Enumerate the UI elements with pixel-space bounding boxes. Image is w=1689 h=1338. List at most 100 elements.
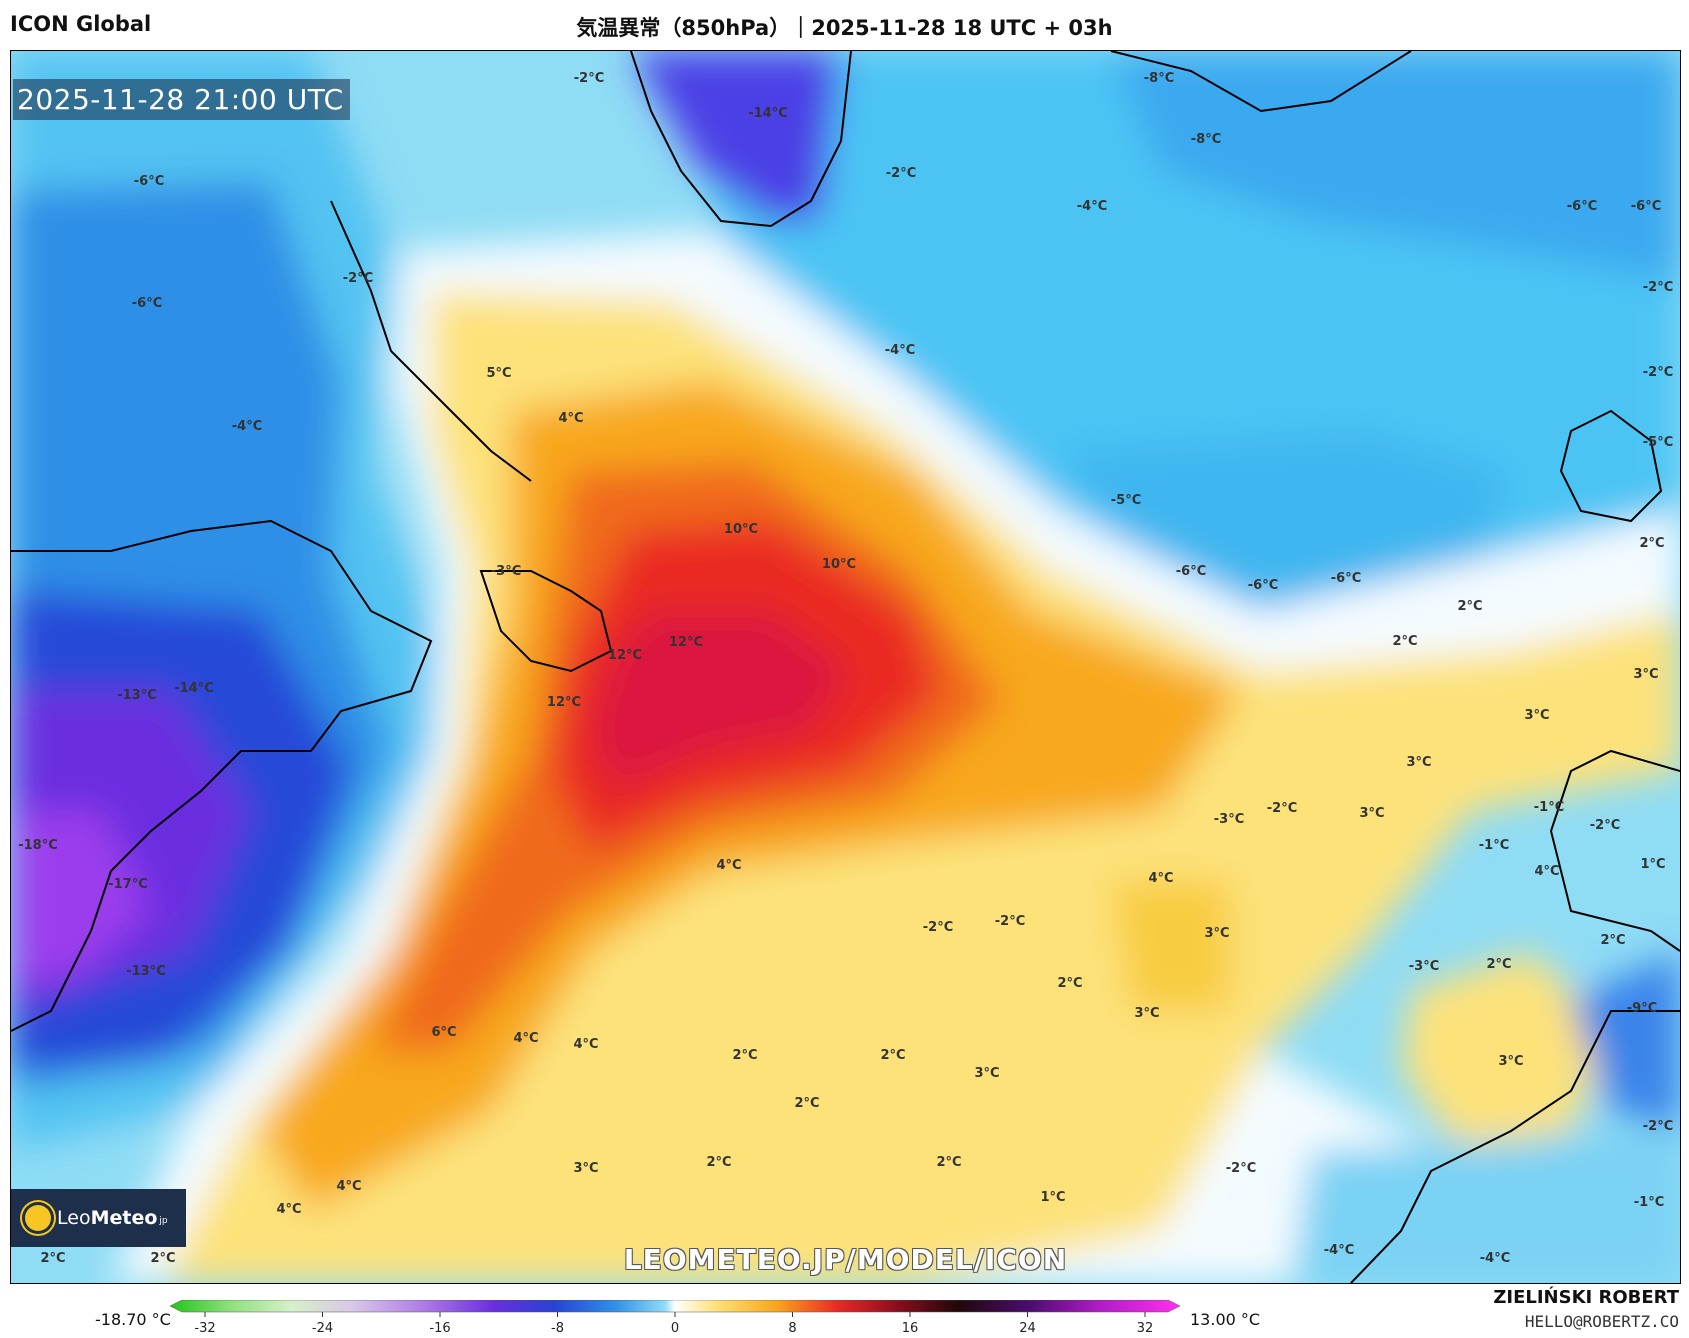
contour-label: 2°C: [936, 1155, 961, 1170]
model-name: ICON Global: [10, 12, 152, 36]
contour-label: -2°C: [1643, 280, 1673, 295]
contour-label: -13°C: [117, 688, 157, 703]
logo-text-light: Leo: [57, 1207, 91, 1229]
contour-label: -2°C: [1267, 801, 1297, 816]
colorbar-gradient: [170, 1300, 1181, 1313]
logo-text-bold: Meteo: [90, 1207, 158, 1229]
leometeo-logo: Leo Meteo jp: [11, 1189, 186, 1247]
contour-label: -6°C: [1176, 564, 1206, 579]
contour-label: 2°C: [880, 1048, 905, 1063]
contour-label: -2°C: [923, 920, 953, 935]
contour-label: -2°C: [995, 914, 1025, 929]
contour-label: -1°C: [1479, 838, 1509, 853]
contour-label: 1°C: [1040, 1190, 1065, 1205]
contour-label: -6°C: [1567, 199, 1597, 214]
contour-label: -4°C: [885, 343, 915, 358]
contour-label: -6°C: [1631, 199, 1661, 214]
contour-label: -4°C: [1077, 199, 1107, 214]
contour-label: -3°C: [1409, 959, 1439, 974]
contour-label: -6°C: [1248, 578, 1278, 593]
author-email: HELLO@ROBERTZ.CO: [1524, 1312, 1679, 1331]
contour-label: 2°C: [1392, 634, 1417, 649]
contour-label: 2°C: [1457, 599, 1482, 614]
contour-label: 2°C: [40, 1251, 65, 1266]
contour-label: -1°C: [1534, 800, 1564, 815]
colorbar: -32 -24 -16 -8 0 8 16 24 32: [170, 1300, 1181, 1336]
sun-icon: [25, 1205, 51, 1231]
contour-label: 12°C: [547, 695, 581, 710]
colorbar-tick-label: 16: [902, 1321, 919, 1336]
contour-label: 2°C: [794, 1096, 819, 1111]
contour-label: -8°C: [1191, 132, 1221, 147]
contour-label: 4°C: [276, 1202, 301, 1217]
contour-label: 5°C: [486, 366, 511, 381]
colorbar-max-label: 13.00 °C: [1190, 1310, 1261, 1329]
coastlines: [11, 51, 1680, 1283]
contour-label: 12°C: [608, 648, 642, 663]
temperature-anomaly-map: -2°C -14°C -8°C -8°C -2°C -4°C -6°C -6°C -6°C -6°…: [10, 50, 1681, 1284]
contour-label: -2°C: [1226, 1161, 1256, 1176]
colorbar-tick-label: 8: [788, 1321, 796, 1336]
contour-label: -2°C: [886, 166, 916, 181]
colorbar-ticks: -32 -24 -16 -8 0 8 16 24 32: [194, 1312, 1153, 1336]
contour-label: -2°C: [1643, 365, 1673, 380]
contour-label: -18°C: [18, 838, 58, 853]
contour-label: -2°C: [343, 271, 373, 286]
contour-label: 4°C: [513, 1031, 538, 1046]
contour-label: 2°C: [706, 1155, 731, 1170]
contour-label: 3°C: [1498, 1054, 1523, 1069]
contour-label: -4°C: [232, 419, 262, 434]
contour-label: 3°C: [1633, 667, 1658, 682]
site-watermark: LEOMETEO.JP/MODEL/ICON: [623, 1243, 1068, 1276]
contour-label: -1°C: [1634, 1195, 1664, 1210]
contour-label: 3°C: [1134, 1006, 1159, 1021]
map-canvas: -2°C -14°C -8°C -8°C -2°C -4°C -6°C -6°C -6°C -6°…: [11, 51, 1680, 1283]
contour-labels: -2°C -14°C -8°C -8°C -2°C -4°C -6°C -6°C -6°C -6°…: [18, 71, 1673, 1266]
contour-label: 3°C: [573, 1161, 598, 1176]
colorbar-tick-label: 24: [1019, 1321, 1036, 1336]
contour-label: -4°C: [1480, 1251, 1510, 1266]
colorbar-tick-label: 0: [671, 1321, 679, 1336]
colorbar-tick-label: -8: [551, 1321, 564, 1336]
contour-label: -2°C: [574, 71, 604, 86]
colorbar-tick-label: -16: [429, 1321, 450, 1336]
contour-label: 2°C: [1639, 536, 1664, 551]
contour-label: -6°C: [1331, 571, 1361, 586]
contour-label: -2°C: [1590, 818, 1620, 833]
contour-label: 4°C: [1534, 864, 1559, 879]
contour-label: 2°C: [150, 1251, 175, 1266]
contour-label: -6°C: [132, 296, 162, 311]
anomaly-field: [11, 51, 1680, 1283]
colorbar-tick-label: -32: [194, 1321, 215, 1336]
contour-label: -6°C: [134, 174, 164, 189]
contour-label: 3°C: [1359, 806, 1384, 821]
contour-label: -13°C: [126, 964, 166, 979]
colorbar-min-label: -18.70 °C: [95, 1310, 171, 1329]
colorbar-tick-label: -24: [312, 1321, 333, 1336]
contour-label: 10°C: [822, 557, 856, 572]
contour-label: 6°C: [431, 1025, 456, 1040]
contour-label: 10°C: [724, 522, 758, 537]
contour-label: -2°C: [1643, 1119, 1673, 1134]
contour-label: -9°C: [1627, 1001, 1657, 1016]
contour-label: 2°C: [1600, 933, 1625, 948]
valid-time-badge: 2025-11-28 21:00 UTC: [13, 79, 350, 120]
contour-label: -5°C: [1111, 493, 1141, 508]
contour-label: 3°C: [1524, 708, 1549, 723]
contour-label: 4°C: [336, 1179, 361, 1194]
contour-label: -14°C: [174, 681, 214, 696]
contour-label: 4°C: [1148, 871, 1173, 886]
author-name: ZIELIŃSKI ROBERT: [1493, 1287, 1679, 1308]
contour-label: 2°C: [732, 1048, 757, 1063]
contour-label: -4°C: [1324, 1243, 1354, 1258]
contour-label: 4°C: [573, 1037, 598, 1052]
contour-label: 12°C: [669, 635, 703, 650]
contour-label: 3°C: [1204, 926, 1229, 941]
contour-label: -8°C: [1144, 71, 1174, 86]
logo-suffix: jp: [159, 1216, 168, 1226]
colorbar-tick-label: 32: [1137, 1321, 1154, 1336]
contour-label: 3°C: [1406, 755, 1431, 770]
contour-label: 4°C: [558, 411, 583, 426]
contour-label: -5°C: [1643, 435, 1673, 450]
contour-label: -3°C: [491, 564, 521, 579]
